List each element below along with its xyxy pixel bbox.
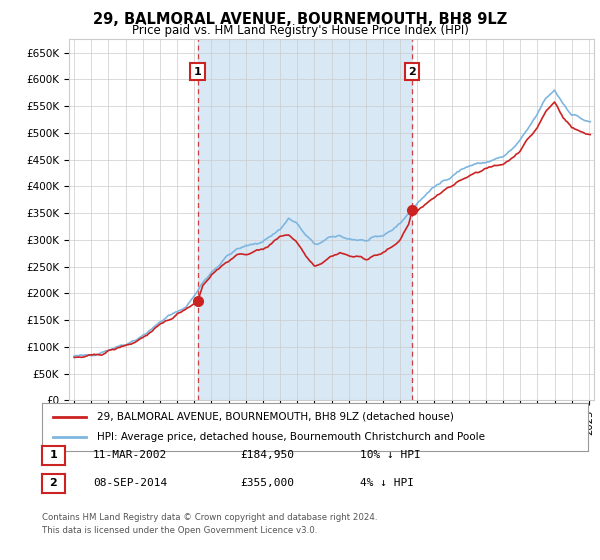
Text: 4% ↓ HPI: 4% ↓ HPI [360, 478, 414, 488]
Text: HPI: Average price, detached house, Bournemouth Christchurch and Poole: HPI: Average price, detached house, Bour… [97, 432, 485, 442]
Text: 1: 1 [194, 67, 202, 77]
Text: £184,950: £184,950 [240, 450, 294, 460]
Text: 11-MAR-2002: 11-MAR-2002 [93, 450, 167, 460]
Text: Contains HM Land Registry data © Crown copyright and database right 2024.: Contains HM Land Registry data © Crown c… [42, 514, 377, 522]
Text: 29, BALMORAL AVENUE, BOURNEMOUTH, BH8 9LZ: 29, BALMORAL AVENUE, BOURNEMOUTH, BH8 9L… [93, 12, 507, 27]
Text: 10% ↓ HPI: 10% ↓ HPI [360, 450, 421, 460]
Text: 29, BALMORAL AVENUE, BOURNEMOUTH, BH8 9LZ (detached house): 29, BALMORAL AVENUE, BOURNEMOUTH, BH8 9L… [97, 412, 454, 422]
Text: 1: 1 [50, 450, 57, 460]
Text: This data is licensed under the Open Government Licence v3.0.: This data is licensed under the Open Gov… [42, 526, 317, 535]
Text: 08-SEP-2014: 08-SEP-2014 [93, 478, 167, 488]
Text: 2: 2 [408, 67, 416, 77]
Text: £355,000: £355,000 [240, 478, 294, 488]
Text: 2: 2 [50, 478, 57, 488]
Text: Price paid vs. HM Land Registry's House Price Index (HPI): Price paid vs. HM Land Registry's House … [131, 24, 469, 36]
Bar [197, 39, 412, 400]
